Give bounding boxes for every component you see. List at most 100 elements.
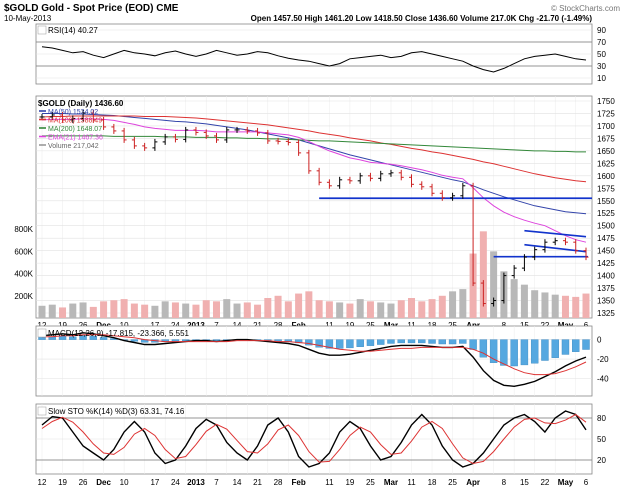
volume-bar <box>449 291 457 318</box>
price-panel <box>35 95 593 319</box>
x-tick-label-25: 6 <box>584 321 589 330</box>
x-tick-label-21: 8 <box>502 321 507 330</box>
macd-histogram-bar <box>479 339 488 358</box>
ma-line-3 <box>42 135 586 153</box>
volume-bar <box>130 303 138 318</box>
macd-histogram-bar <box>58 336 67 340</box>
volume-bar <box>377 302 385 318</box>
volume-bar <box>171 302 179 318</box>
volume-bar <box>243 302 251 318</box>
rsi-title: RSI(14) 40.27 <box>48 26 98 35</box>
rsi-line <box>41 46 587 73</box>
x-tick-label-15: 25 <box>366 321 375 330</box>
bottom-x-tick-label-14: 19 <box>345 478 354 487</box>
x-tick-label-7: 2013 <box>187 321 205 330</box>
price-tick-label-6: 1600 <box>597 172 615 181</box>
macd-histogram-bar <box>407 339 416 344</box>
macd-histogram-bar <box>551 339 559 358</box>
macd-tick-label-2: -40 <box>597 375 609 384</box>
bottom-x-tick-label-4: 10 <box>120 478 129 487</box>
sto-tick-label-1: 50 <box>597 435 606 444</box>
volume-bar <box>438 295 446 318</box>
x-tick-label-16: Mar <box>384 321 398 330</box>
x-tick-label-13: 11 <box>325 321 334 330</box>
macd-histogram-bar <box>489 339 498 363</box>
volume-bar <box>274 295 282 318</box>
price-tick-label-4: 1650 <box>597 147 615 156</box>
macd-histogram-bar <box>325 339 334 349</box>
macd-panel <box>35 325 593 397</box>
price-tick-label-10: 1500 <box>597 222 615 231</box>
price-tick-label-7: 1575 <box>597 184 615 193</box>
x-tick-label-18: 18 <box>428 321 437 330</box>
volume-bar <box>284 301 292 318</box>
macd-histogram-bar <box>582 339 590 350</box>
x-tick-label-10: 21 <box>253 321 262 330</box>
x-tick-label-20: Apr <box>466 321 480 330</box>
x-tick-label-1: 19 <box>58 321 67 330</box>
volume-bar <box>408 298 416 318</box>
bottom-x-tick-label-16: Mar <box>384 478 398 487</box>
volume-bar <box>48 304 56 318</box>
volume-bar <box>551 294 559 318</box>
macd-histogram-bar <box>212 339 221 341</box>
x-tick-label-3: Dec <box>96 321 111 330</box>
macd-histogram-bar <box>79 335 87 340</box>
sto-title: Slow STO %K(14) %D(3) 63.31, 74.16 <box>48 407 185 416</box>
price-tick-label-9: 1525 <box>597 209 615 218</box>
volume-bar <box>79 302 87 318</box>
volume-bar <box>141 304 149 318</box>
macd-histogram-bar <box>377 339 385 345</box>
chart-title: $GOLD Gold - Spot Price (EOD) CME <box>4 3 179 14</box>
volume-bar <box>161 301 169 318</box>
volume-tick-label-2: 400K <box>14 270 33 279</box>
volume-bar <box>531 290 539 318</box>
volume-bar <box>212 301 220 318</box>
ohlc-readout: Open 1457.50 High 1461.20 Low 1418.50 Cl… <box>251 14 593 23</box>
volume-bar <box>315 300 323 318</box>
volume-bar <box>459 289 467 318</box>
volume-bar <box>100 301 108 318</box>
bottom-x-tick-label-12: Feb <box>291 478 305 487</box>
volume-bar <box>295 293 303 318</box>
price-tick-label-3: 1675 <box>597 134 615 143</box>
channel-upper-line <box>524 229 587 238</box>
volume-bar <box>192 304 200 318</box>
volume-bar <box>336 302 344 318</box>
x-tick-label-12: Feb <box>291 321 305 330</box>
x-tick-label-24: May <box>558 321 574 330</box>
price-tick-label-16: 1350 <box>597 297 615 306</box>
bottom-x-tick-label-13: 11 <box>325 478 334 487</box>
macd-histogram-bar <box>89 336 98 340</box>
bottom-x-tick-label-17: 11 <box>407 478 416 487</box>
volume-bar <box>59 307 67 318</box>
macd-histogram-bar <box>397 339 405 344</box>
volume-bar <box>254 304 262 318</box>
volume-bar <box>418 301 426 318</box>
bottom-x-tick-label-11: 28 <box>274 478 283 487</box>
macd-histogram-bar <box>510 339 518 367</box>
bottom-x-tick-label-19: 25 <box>448 478 457 487</box>
price-legend-4: Volume 217,042 <box>48 143 99 150</box>
macd-legend-box <box>37 328 47 338</box>
bottom-x-tick-label-23: 22 <box>540 478 549 487</box>
bottom-x-tick-label-0: 12 <box>38 478 47 487</box>
macd-tick-label-0: 0 <box>597 336 602 345</box>
macd-histogram-bar <box>366 339 375 346</box>
volume-bar <box>223 299 231 318</box>
price-tick-label-1: 1725 <box>597 109 615 118</box>
price-tick-label-17: 1325 <box>597 309 615 318</box>
volume-bar <box>510 279 518 318</box>
volume-bar <box>202 300 210 318</box>
price-title: $GOLD (Daily) 1436.60 <box>38 99 124 108</box>
macd-histogram-bar <box>500 339 508 366</box>
volume-tick-label-3: 200K <box>14 292 33 301</box>
macd-histogram-bar <box>428 339 436 344</box>
macd-histogram-bar <box>418 339 426 344</box>
x-tick-label-5: 17 <box>150 321 159 330</box>
macd-title: MACD(12,26,9) -17.815, -23.366, 5.551 <box>48 329 190 338</box>
volume-bar <box>479 231 487 318</box>
volume-bar <box>541 292 549 318</box>
bottom-x-tick-label-3: Dec <box>96 478 111 487</box>
